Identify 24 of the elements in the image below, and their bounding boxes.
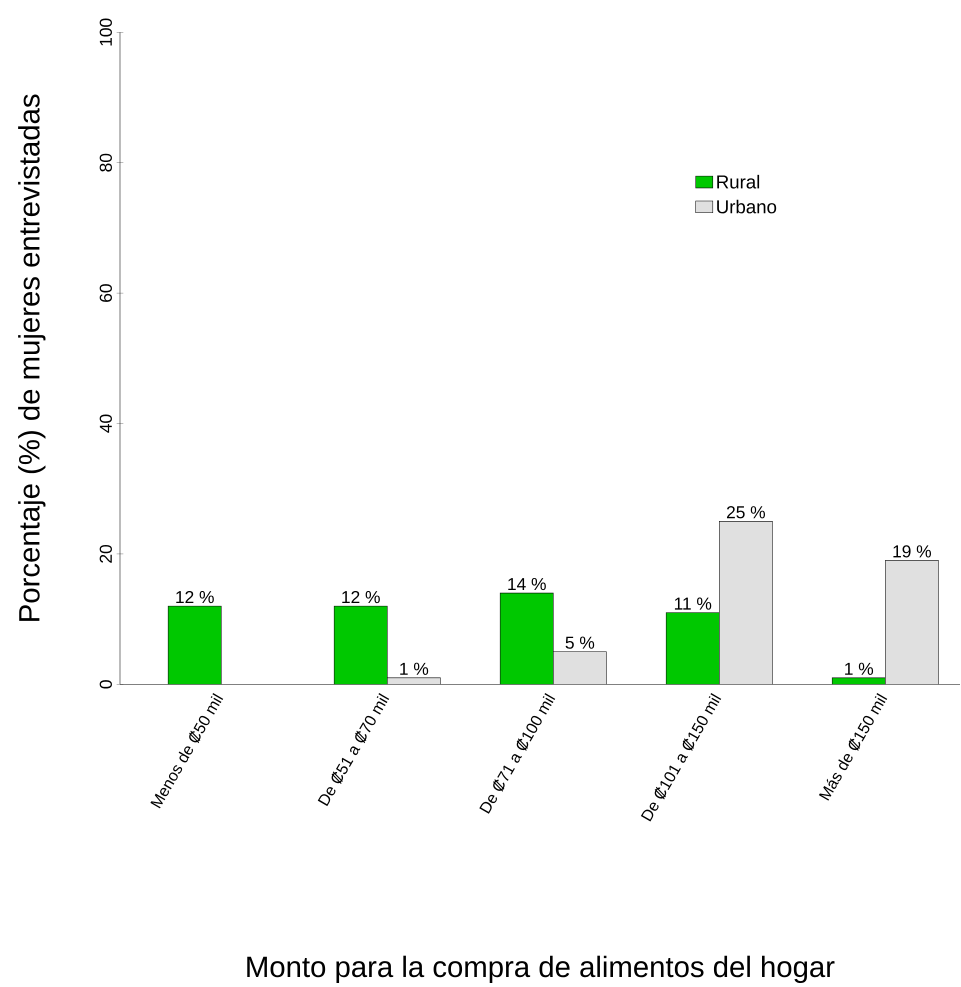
bar [334,606,388,684]
y-tick-label: 20 [100,544,112,563]
data-label: 25 % [726,506,765,518]
data-label: 14 % [508,578,546,590]
data-label: 12 % [176,590,214,604]
bar [168,606,222,684]
y-tick-label: 80 [100,154,112,172]
bar [500,593,554,684]
data-label: 19 % [893,545,931,558]
y-tick-label: 100 [100,18,112,46]
y-axis-title: Porcentaje (%) de mujeres entrevistadas [18,94,46,621]
legend-label: Urbano [717,200,776,214]
data-label: 1 % [845,662,874,675]
y-tick-label: 60 [100,284,112,302]
y-tick-label: 0 [100,680,112,688]
data-label: 11 % [674,598,712,610]
data-label: 1 % [400,662,428,675]
bar [666,612,720,684]
data-label: 12 % [342,590,380,604]
x-axis-title: Monto para la compra de alimentos del hogar [247,956,835,984]
bar [832,678,886,684]
y-tick-label: 40 [100,414,112,433]
legend-label: Rural [717,174,760,189]
data-label: 5 % [566,636,594,649]
